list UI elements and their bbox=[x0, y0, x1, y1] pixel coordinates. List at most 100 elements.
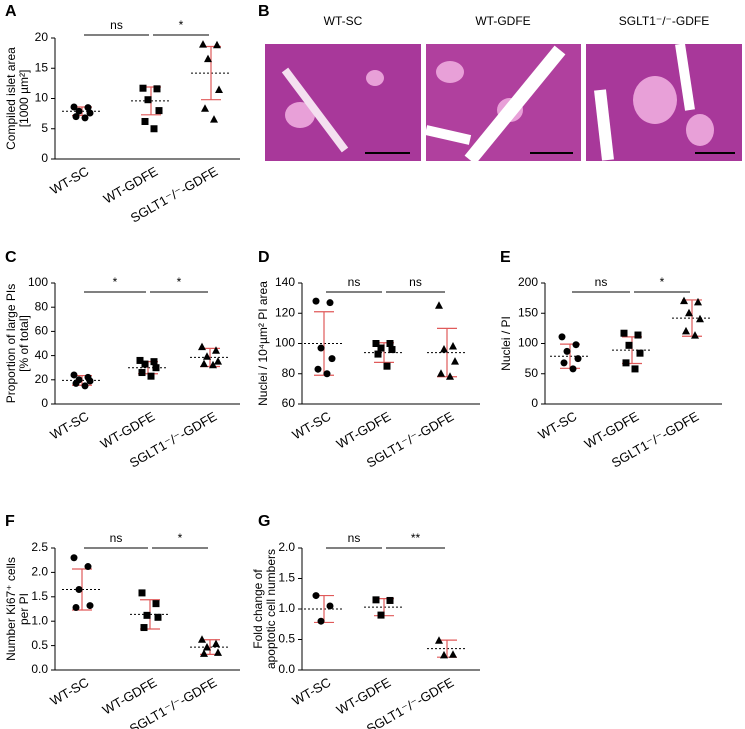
significance-label: ** bbox=[411, 531, 421, 545]
y-tick-label: 0 bbox=[41, 396, 48, 410]
y-tick-label: 60 bbox=[282, 396, 296, 410]
point bbox=[388, 346, 396, 354]
significance-label: ns bbox=[110, 18, 123, 32]
point bbox=[150, 125, 158, 133]
panel-letter: E bbox=[500, 249, 511, 266]
significance-label: ns bbox=[595, 275, 608, 289]
y-tick-label: 120 bbox=[275, 305, 295, 319]
y-tick-label: 1.5 bbox=[278, 571, 295, 585]
y-tick-label: 2.0 bbox=[278, 540, 295, 554]
point bbox=[70, 371, 78, 379]
point bbox=[682, 326, 690, 335]
point bbox=[70, 103, 78, 111]
point bbox=[634, 331, 642, 339]
point bbox=[70, 554, 78, 562]
y-tick-label: 40 bbox=[35, 348, 49, 362]
point bbox=[75, 107, 83, 115]
y-tick-label: 0 bbox=[531, 396, 538, 410]
y-tick-label: 2.5 bbox=[31, 540, 48, 554]
y-tick-label: 140 bbox=[275, 275, 295, 289]
point bbox=[312, 592, 320, 600]
y-axis-label: Fold change of bbox=[251, 569, 265, 649]
significance-label: ns bbox=[348, 531, 361, 545]
point bbox=[214, 648, 222, 656]
y-tick-label: 200 bbox=[518, 275, 538, 289]
point bbox=[212, 346, 220, 354]
point bbox=[152, 600, 160, 608]
point bbox=[138, 369, 146, 377]
point bbox=[144, 96, 152, 104]
point bbox=[141, 117, 149, 125]
point bbox=[437, 369, 445, 377]
point bbox=[155, 107, 163, 115]
point bbox=[560, 359, 568, 367]
islet bbox=[686, 114, 714, 146]
point bbox=[317, 617, 325, 625]
y-tick-label: 0.0 bbox=[31, 662, 48, 676]
panel-letter: C bbox=[5, 249, 17, 266]
histology-images bbox=[265, 43, 742, 165]
point bbox=[203, 352, 211, 360]
tissue-gap bbox=[675, 43, 695, 111]
point bbox=[625, 341, 633, 349]
point bbox=[374, 350, 382, 358]
point bbox=[215, 85, 223, 94]
significance-label: * bbox=[660, 275, 665, 289]
y-tick-label: 100 bbox=[518, 336, 538, 350]
point bbox=[572, 341, 580, 349]
y-axis-label: [% of total] bbox=[17, 315, 31, 372]
point bbox=[136, 356, 144, 364]
y-axis-label: Nuclei / PI bbox=[499, 316, 513, 371]
point bbox=[81, 114, 89, 122]
point bbox=[72, 604, 80, 612]
point bbox=[75, 585, 83, 593]
y-tick-label: 50 bbox=[525, 366, 539, 380]
point bbox=[210, 115, 218, 123]
point bbox=[312, 297, 320, 305]
x-tick-label: WT-SC bbox=[47, 409, 91, 443]
point bbox=[694, 297, 702, 306]
point bbox=[204, 54, 212, 63]
tissue-gap bbox=[594, 89, 614, 161]
point bbox=[435, 636, 443, 644]
point bbox=[153, 85, 161, 93]
point bbox=[569, 365, 577, 373]
point bbox=[440, 345, 448, 353]
y-tick-label: 1.0 bbox=[278, 601, 295, 615]
point bbox=[86, 109, 94, 117]
y-tick-label: 0 bbox=[41, 151, 48, 165]
point bbox=[314, 365, 322, 373]
point bbox=[377, 344, 385, 352]
panel-letter: A bbox=[5, 3, 17, 20]
point bbox=[212, 639, 220, 648]
point bbox=[574, 355, 582, 363]
point bbox=[138, 589, 146, 597]
point bbox=[199, 40, 207, 48]
point bbox=[372, 340, 380, 347]
point bbox=[214, 357, 222, 365]
point bbox=[451, 357, 459, 365]
y-axis-label: Nuclei / 10⁴µm² PI area bbox=[256, 281, 270, 406]
image-title: SGLT1⁻/⁻-GDFE bbox=[619, 14, 709, 28]
y-tick-label: 1.0 bbox=[31, 613, 48, 627]
y-tick-label: 60 bbox=[35, 324, 49, 338]
x-tick-label: WT-SC bbox=[289, 675, 333, 709]
y-tick-label: 150 bbox=[518, 305, 538, 319]
y-tick-label: 2.0 bbox=[31, 565, 48, 579]
significance-label: ns bbox=[110, 531, 123, 545]
point bbox=[201, 104, 209, 112]
point bbox=[377, 611, 385, 619]
significance-label: ns bbox=[409, 275, 422, 289]
y-tick-label: 10 bbox=[35, 91, 49, 105]
islet bbox=[366, 70, 384, 86]
y-axis-label: [1000 µm²] bbox=[17, 70, 31, 128]
point bbox=[383, 362, 391, 370]
point bbox=[328, 355, 336, 363]
point bbox=[203, 643, 211, 651]
panel-letter: G bbox=[258, 513, 270, 530]
y-tick-label: 1.5 bbox=[31, 589, 48, 603]
point bbox=[86, 377, 94, 385]
y-tick-label: 15 bbox=[35, 60, 49, 74]
point bbox=[622, 359, 630, 367]
point bbox=[440, 650, 448, 659]
